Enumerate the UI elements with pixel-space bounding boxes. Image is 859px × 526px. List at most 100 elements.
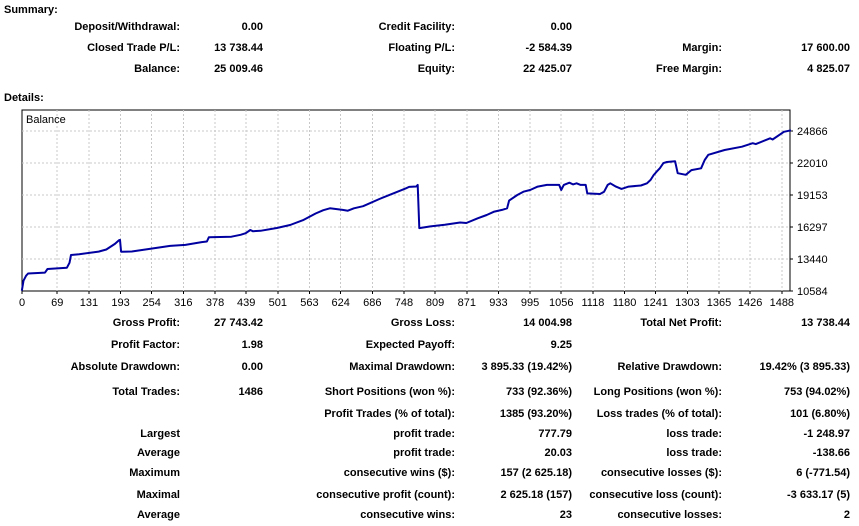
stat-value: 0.00	[550, 21, 572, 33]
stat-value: 2	[843, 509, 850, 521]
stat-value: 19.42% (3 895.33)	[759, 361, 850, 373]
stat-value: -2 584.39	[525, 42, 572, 54]
stat-label: Balance:	[134, 63, 180, 75]
stat-label	[575, 16, 722, 38]
x-tick-label: 0	[19, 297, 25, 309]
stat-row: Balance: 25 009.46 Equity: 22 425.07 Free Ma…	[0, 58, 859, 80]
x-tick-label: 1056	[549, 297, 573, 309]
stat-row: Gross Profit: 27 743.42 Gross Loss: 14 004.…	[0, 312, 859, 334]
stat-row: Deposit/Withdrawal: 0.00 Credit Facility: 0…	[0, 16, 859, 38]
stat-label: Free Margin:	[655, 63, 722, 75]
x-tick-label: 624	[331, 297, 349, 309]
x-tick-label: 193	[111, 297, 129, 309]
y-tick-label: 24866	[797, 126, 828, 138]
y-tick-label: 16297	[797, 222, 828, 234]
stat-row: Average profit trade: 20.03 loss trade: -138…	[0, 442, 859, 464]
stat-label: consecutive loss (count):	[589, 489, 722, 501]
x-tick-label: 254	[143, 297, 161, 309]
y-tick-label: 19153	[797, 190, 828, 202]
x-tick-label: 871	[458, 297, 476, 309]
x-tick-label: 439	[237, 297, 255, 309]
stat-value: -1 248.97	[803, 428, 850, 440]
stat-value	[185, 484, 263, 506]
stat-row: Average consecutive wins: 23 consecutive lo…	[0, 504, 859, 526]
x-tick-label: 563	[300, 297, 318, 309]
stat-value	[185, 442, 263, 464]
stat-label: loss trade:	[666, 428, 722, 440]
stat-label: Relative Drawdown:	[617, 361, 722, 373]
stat-label: Floating P/L:	[388, 42, 455, 54]
stat-value: 157 (2 625.18)	[500, 467, 572, 479]
stat-value: 1385 (93.20%)	[499, 408, 572, 420]
stat-row: Largest profit trade: 777.79 loss trade: -1 …	[0, 423, 859, 445]
stat-value: 23	[559, 509, 572, 521]
stat-value	[185, 462, 263, 484]
stat-value: 777.79	[538, 428, 572, 440]
stat-value: 0.00	[241, 361, 263, 373]
stat-value: 1486	[238, 386, 263, 398]
stat-value: 9.25	[550, 339, 572, 351]
stat-label: Largest	[140, 428, 180, 440]
stat-label: Credit Facility:	[378, 21, 455, 33]
stat-value: 0.00	[241, 21, 263, 33]
stat-value: 753 (94.02%)	[783, 386, 850, 398]
stat-label: Long Positions (won %):	[593, 386, 722, 398]
summary-table: Deposit/Withdrawal: 0.00 Credit Facility: 0…	[0, 16, 859, 82]
stat-value: 13 738.44	[801, 317, 850, 329]
x-tick-label: 933	[489, 297, 507, 309]
x-tick-label: 1241	[643, 297, 667, 309]
stat-label: Average	[136, 447, 180, 459]
stat-label: Loss trades (% of total):	[596, 408, 722, 420]
x-tick-label: 1180	[613, 297, 637, 309]
stat-value: -138.66	[812, 447, 850, 459]
x-tick-label: 1488	[770, 297, 794, 309]
stat-label: Margin:	[682, 42, 722, 54]
stat-value: 101 (6.80%)	[790, 408, 850, 420]
stat-label: consecutive profit (count):	[316, 489, 455, 501]
stat-row: Closed Trade P/L: 13 738.44 Floating P/L: -…	[0, 37, 859, 59]
x-tick-label: 69	[51, 297, 63, 309]
details-table: Gross Profit: 27 743.42 Gross Loss: 14 004.…	[0, 312, 859, 523]
summary-heading: Summary:	[4, 4, 58, 16]
stat-label: consecutive wins:	[360, 509, 455, 521]
stat-label: Short Positions (won %):	[324, 386, 455, 398]
stat-label: Maximum	[129, 467, 180, 479]
stat-label: Gross Profit:	[112, 317, 180, 329]
stat-label: Average	[136, 509, 180, 521]
stat-value	[727, 16, 850, 38]
stat-value	[727, 334, 850, 356]
stat-value	[185, 403, 263, 425]
plot-area	[21, 109, 791, 292]
stat-label: Expected Payoff:	[365, 339, 455, 351]
stat-value: 17 600.00	[801, 42, 850, 54]
stat-value: 22 425.07	[523, 63, 572, 75]
x-tick-label: 748	[395, 297, 413, 309]
stat-row: Absolute Drawdown: 0.00 Maximal Drawdown: 3…	[0, 356, 859, 378]
stat-label: Closed Trade P/L:	[87, 42, 180, 54]
y-tick-label: 13440	[797, 254, 828, 266]
y-tick-label: 10584	[797, 286, 828, 298]
stat-label: Absolute Drawdown:	[70, 361, 180, 373]
y-tick-label: 22010	[797, 158, 828, 170]
stat-value: 14 004.98	[523, 317, 572, 329]
stat-row: Profit Trades (% of total): 1385 (93.20%)…	[0, 403, 859, 425]
stat-label	[575, 334, 722, 356]
stat-label: consecutive losses ($):	[600, 467, 722, 479]
stat-value: 13 738.44	[214, 42, 263, 54]
stat-label: profit trade:	[393, 447, 455, 459]
stat-value: -3 633.17 (5)	[787, 489, 850, 501]
balance-line	[20, 129, 792, 291]
stat-value: 20.03	[544, 447, 572, 459]
x-tick-label: 809	[426, 297, 444, 309]
stat-value: 2 625.18 (157)	[500, 489, 572, 501]
stat-value: 6 (-771.54)	[796, 467, 850, 479]
x-tick-label: 1118	[581, 297, 604, 309]
stat-row: Maximal consecutive profit (count): 2 625.…	[0, 484, 859, 506]
stat-value: 25 009.46	[214, 63, 263, 75]
balance-legend-label: Balance	[26, 114, 66, 126]
x-tick-label: 1303	[675, 297, 699, 309]
x-tick-label: 1426	[738, 297, 762, 309]
stat-label: Maximal	[136, 489, 180, 501]
stat-label: Total Trades:	[112, 386, 180, 398]
stat-label: consecutive wins ($):	[343, 467, 455, 479]
